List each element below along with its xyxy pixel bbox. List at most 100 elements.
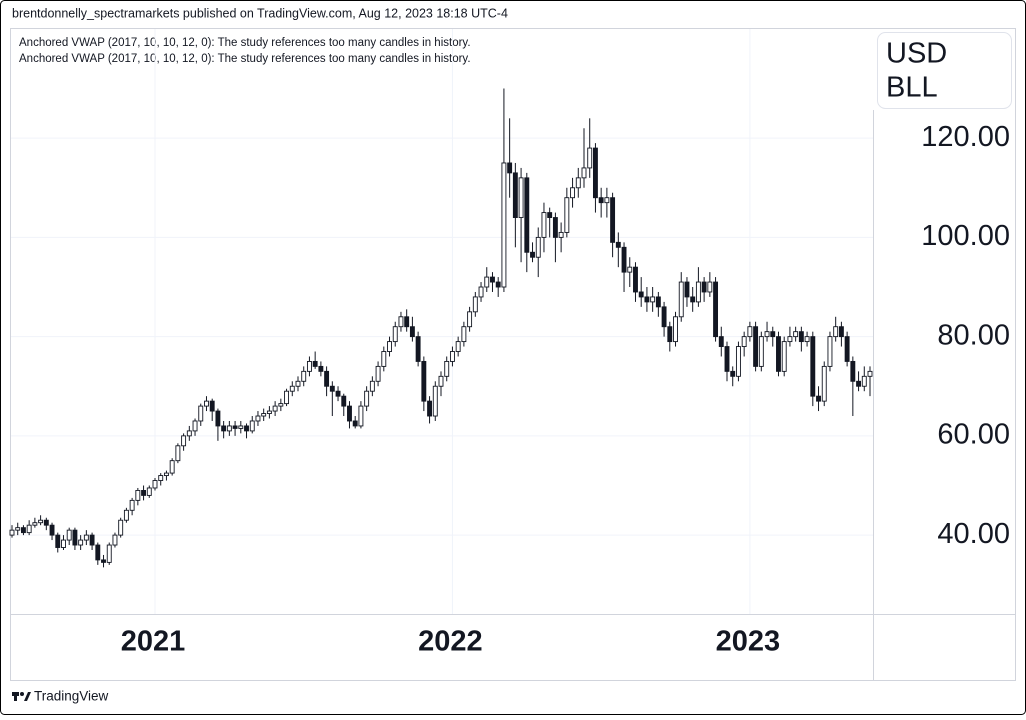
candle-body: [175, 445, 181, 462]
candle-body: [787, 336, 793, 343]
candle-body: [690, 296, 696, 303]
candle-body: [776, 336, 781, 372]
candle-body: [432, 385, 438, 417]
candle-body: [295, 380, 301, 387]
y-tick-label: 100.00: [921, 220, 1010, 252]
candle-body: [232, 425, 238, 429]
candle-body: [95, 544, 101, 561]
y-tick-label: 80.00: [937, 319, 1010, 351]
header: brentdonnelly_spectramarkets published o…: [12, 6, 508, 20]
candle-body: [135, 489, 141, 501]
candle-body: [501, 162, 507, 288]
candle-body: [592, 147, 598, 199]
candle-body: [55, 534, 61, 548]
candle-body: [661, 306, 667, 328]
candle-body: [129, 499, 135, 511]
candle-body: [478, 286, 484, 298]
candle-body: [856, 380, 862, 387]
candle-body: [238, 425, 244, 429]
candle-body: [158, 475, 164, 481]
candle-body: [695, 281, 701, 303]
candle-body: [810, 336, 816, 397]
candle-body: [707, 281, 713, 293]
candle-body: [764, 331, 770, 338]
candle-body: [192, 420, 198, 432]
candle-body: [43, 519, 49, 526]
candle-body: [747, 326, 753, 338]
candle-body: [804, 336, 810, 343]
candle-body: [644, 296, 650, 303]
candle-body: [123, 509, 129, 521]
candle-body: [387, 341, 392, 352]
candle-body: [655, 296, 661, 308]
candle-body: [112, 534, 118, 546]
candle-body: [186, 430, 192, 437]
candle-body: [867, 370, 873, 377]
candle-body: [581, 167, 587, 179]
candle-body: [312, 360, 318, 367]
candle-body: [15, 527, 21, 531]
candle-body: [724, 346, 730, 372]
y-tick-label: 120.00: [921, 121, 1010, 153]
candle-body: [204, 400, 209, 407]
candle-body: [209, 400, 215, 412]
candle-body: [106, 544, 112, 563]
candle-body: [490, 276, 495, 283]
candle-body: [404, 316, 410, 328]
candle-body: [507, 162, 513, 174]
candle-body: [701, 281, 707, 293]
candle-body: [427, 400, 433, 417]
candle-body: [358, 405, 364, 427]
candle-body: [26, 524, 32, 534]
candle-body: [66, 529, 72, 541]
candle-body: [461, 326, 467, 343]
candle-body: [798, 331, 804, 343]
y-tick-label: 40.00: [937, 518, 1010, 550]
candle-body: [249, 420, 255, 432]
annotation: Anchored VWAP (2017, 10, 10, 12, 0): The…: [19, 53, 471, 65]
candle-body: [255, 415, 261, 422]
candle-body: [444, 360, 450, 377]
candle-body: [364, 390, 370, 407]
candle-body: [398, 316, 404, 328]
unit-label: BLL: [886, 72, 938, 104]
candle-body: [20, 527, 26, 534]
candle-body: [163, 472, 169, 477]
candle-body: [615, 241, 621, 248]
candle-body: [467, 311, 473, 328]
candle-body: [495, 281, 501, 288]
candle-body: [89, 534, 95, 546]
candle-body: [558, 231, 564, 238]
candle-body: [318, 365, 324, 372]
candle-body: [152, 480, 158, 489]
candle-body: [289, 385, 295, 392]
candle-body: [375, 365, 381, 382]
candle-body: [741, 336, 747, 348]
candle-body: [718, 336, 724, 348]
candle-body: [638, 291, 644, 298]
candle-body: [284, 390, 290, 405]
candle-body: [198, 405, 204, 422]
candle-body: [392, 326, 398, 343]
candle-body: [633, 266, 638, 293]
candle-body: [272, 405, 278, 412]
candle-body: [518, 177, 524, 218]
candle-body: [335, 390, 341, 397]
candle-body: [781, 341, 787, 372]
candle-body: [735, 346, 741, 377]
candle-body: [329, 385, 335, 392]
candle-body: [758, 336, 764, 367]
candle-body: [713, 281, 719, 338]
candle-body: [221, 425, 227, 432]
x-tick-label: 2023: [716, 626, 781, 658]
y-tick-label: 60.00: [937, 419, 1010, 451]
tv-logo: [12, 692, 31, 701]
x-tick-label: 2021: [121, 626, 186, 658]
candle-body: [49, 524, 55, 536]
candle-body: [32, 522, 38, 526]
candle-body: [438, 375, 444, 387]
candle-body: [604, 197, 610, 204]
candle-body: [575, 177, 581, 189]
